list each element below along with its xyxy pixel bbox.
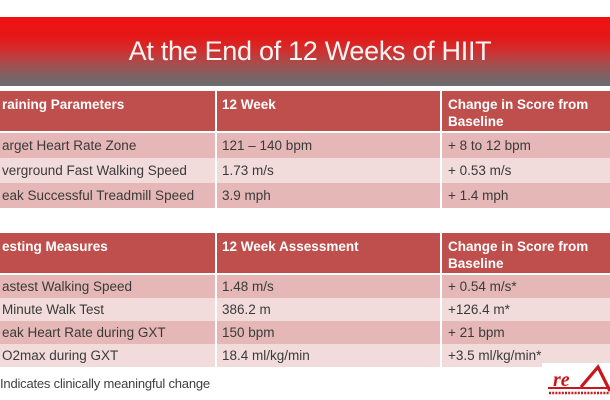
title-banner: At the End of 12 Weeks of HIIT bbox=[0, 17, 610, 86]
cell-value: 3.9 mph bbox=[215, 183, 440, 208]
table-row: Minute Walk Test 386.2 m +126.4 m* bbox=[0, 298, 610, 321]
clinical-significance-footnote: Indicates clinically meaningful change bbox=[0, 376, 210, 391]
cell-value: 1.48 m/s bbox=[215, 275, 440, 298]
header-training-parameters: raining Parameters bbox=[2, 97, 125, 112]
cell-metric: eak Heart Rate during GXT bbox=[2, 325, 166, 340]
cell-value: 121 – 140 bpm bbox=[215, 133, 440, 158]
cell-change: + 1.4 mph bbox=[440, 183, 610, 208]
logo-wordmark: re bbox=[553, 369, 570, 391]
cell-value: 1.73 m/s bbox=[215, 158, 440, 183]
table-row: eak Successful Treadmill Speed 3.9 mph +… bbox=[0, 183, 610, 208]
table-row: O2max during GXT 18.4 ml/kg/min +3.5 ml/… bbox=[0, 344, 610, 367]
testing-measures-table: esting Measures 12 Week Assessment Chang… bbox=[0, 233, 610, 367]
cell-value: 150 bpm bbox=[215, 321, 440, 344]
header-testing-measures: esting Measures bbox=[2, 239, 108, 254]
table-row: verground Fast Walking Speed 1.73 m/s + … bbox=[0, 158, 610, 183]
cell-metric: arget Heart Rate Zone bbox=[2, 138, 137, 153]
header-12-week: 12 Week bbox=[215, 91, 440, 131]
cell-metric: astest Walking Speed bbox=[2, 279, 133, 294]
table-header-row: esting Measures 12 Week Assessment Chang… bbox=[0, 233, 610, 275]
cell-value: 386.2 m bbox=[215, 298, 440, 321]
cell-metric: Minute Walk Test bbox=[2, 302, 105, 317]
cell-metric: eak Successful Treadmill Speed bbox=[2, 188, 195, 203]
cell-change: + 0.53 m/s bbox=[440, 158, 610, 183]
cell-change: +126.4 m* bbox=[440, 298, 610, 321]
peak-icon bbox=[579, 364, 610, 392]
cell-metric: O2max during GXT bbox=[2, 348, 119, 363]
cell-metric: verground Fast Walking Speed bbox=[2, 163, 187, 178]
cell-change: + 0.54 m/s* bbox=[440, 275, 610, 298]
header-12-week-assessment: 12 Week Assessment bbox=[215, 233, 440, 273]
cell-value: 18.4 ml/kg/min bbox=[215, 344, 440, 367]
cell-change: + 21 bpm bbox=[440, 321, 610, 344]
table-header-row: raining Parameters 12 Week Change in Sco… bbox=[0, 91, 610, 133]
cell-change: +3.5 ml/kg/min* bbox=[440, 344, 610, 367]
rea-logo: re bbox=[542, 362, 610, 400]
header-change-from-baseline: Change in Score from Baseline bbox=[440, 91, 610, 131]
table-row: eak Heart Rate during GXT 150 bpm + 21 b… bbox=[0, 321, 610, 344]
table-row: arget Heart Rate Zone 121 – 140 bpm + 8 … bbox=[0, 133, 610, 158]
slide-title: At the End of 12 Weeks of HIIT bbox=[128, 36, 492, 66]
cell-change: + 8 to 12 bpm bbox=[440, 133, 610, 158]
training-parameters-table: raining Parameters 12 Week Change in Sco… bbox=[0, 91, 610, 208]
header-change-from-baseline: Change in Score from Baseline bbox=[440, 233, 610, 273]
table-row: astest Walking Speed 1.48 m/s + 0.54 m/s… bbox=[0, 275, 610, 298]
